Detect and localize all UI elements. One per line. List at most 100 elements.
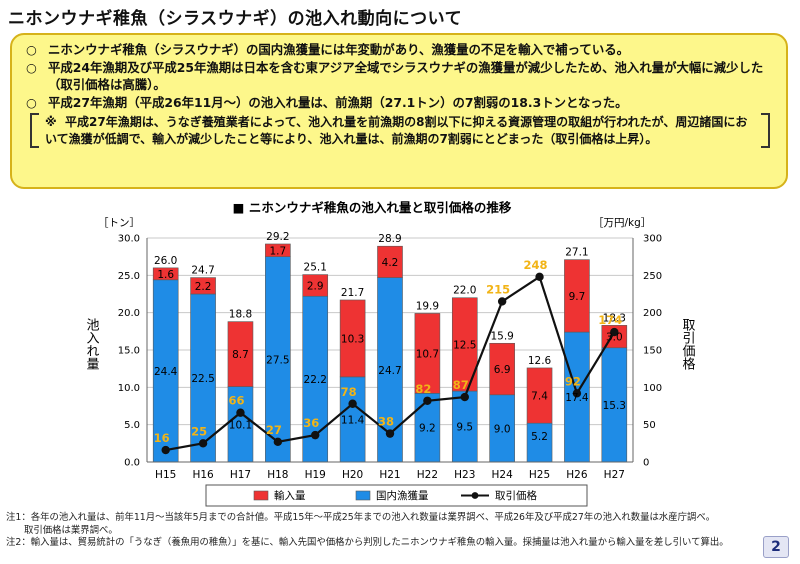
- price-label: 248: [524, 258, 548, 272]
- bracket-right-icon: [761, 113, 770, 148]
- right-tick-label: 200: [643, 308, 662, 319]
- total-label: 28.9: [378, 233, 401, 245]
- right-tick-label: 300: [643, 234, 662, 245]
- bar-import: [489, 342, 515, 396]
- bar-import: [265, 243, 291, 257]
- price-label: 82: [415, 382, 431, 396]
- circle-bullet-icon: ○: [26, 59, 37, 75]
- left-tick-label: 25.0: [118, 271, 140, 282]
- total-label: 27.1: [565, 247, 588, 259]
- price-point: [497, 297, 507, 306]
- import-label: 7.4: [531, 391, 548, 403]
- domestic-label: 9.0: [494, 423, 511, 435]
- summary-bullet: ○ 平成24年漁期及び平成25年漁期は日本を含む東アジア全域でシラスウナギの漁獲…: [26, 59, 774, 94]
- domestic-label: 11.4: [341, 414, 365, 426]
- bar-import: [190, 277, 216, 295]
- domestic-label: 15.3: [603, 400, 626, 412]
- price-point: [423, 396, 432, 405]
- summary-bullet: ○ ニホンウナギ稚魚（シラスウナギ）の国内漁獲量には年変動があり、漁獲量の不足を…: [26, 41, 774, 59]
- import-label: 8.7: [232, 349, 249, 361]
- bar-import: [302, 274, 329, 297]
- import-label: 6.9: [494, 364, 511, 376]
- footnote: 注2：輸入量は、貿易統計の「うなぎ（養魚用の稚魚）」を基に、輸入先国や価格から判…: [6, 537, 729, 549]
- x-tick-label: H19: [305, 469, 326, 481]
- right-axis-unit: ［万円/kg］: [593, 217, 651, 229]
- x-tick-label: H26: [566, 469, 588, 481]
- import-label: 10.3: [341, 333, 364, 345]
- price-label: 66: [228, 394, 244, 408]
- x-tick-label: H22: [417, 469, 438, 481]
- summary-bullet-text: 平成24年漁期及び平成25年漁期は日本を含む東アジア全域でシラスウナギの漁獲量が…: [48, 59, 764, 93]
- price-label: 87: [453, 378, 469, 392]
- legend-swatch-domestic: [355, 490, 371, 501]
- bar-domestic: [265, 256, 291, 463]
- domestic-label: 24.7: [378, 365, 401, 377]
- left-axis-unit: ［トン］: [98, 217, 140, 229]
- bar-import: [526, 367, 553, 424]
- right-tick-label: 150: [643, 346, 662, 357]
- domestic-label: 5.2: [531, 431, 548, 443]
- x-tick-label: H16: [192, 469, 214, 481]
- domestic-label: 17.4: [565, 392, 589, 404]
- page-number: 2: [763, 536, 789, 558]
- total-label: 19.9: [416, 300, 439, 312]
- import-label: 1.7: [269, 245, 286, 257]
- domestic-label: 24.4: [154, 366, 178, 378]
- bar-import: [152, 267, 179, 281]
- domestic-label: 9.5: [456, 422, 473, 434]
- right-tick-label: 100: [643, 383, 662, 394]
- note-body: 平成27年漁期は、うなぎ養殖業者によって、池入れ量を前漁期の8割以下に抑える資源…: [45, 115, 748, 146]
- left-tick-label: 5.0: [124, 420, 140, 431]
- x-tick-label: H23: [454, 469, 475, 481]
- bar-domestic: [227, 386, 254, 463]
- import-label: 10.7: [416, 348, 439, 360]
- total-label: 24.7: [191, 265, 214, 277]
- summary-bullet-text: ニホンウナギ稚魚（シラスウナギ）の国内漁獲量には年変動があり、漁獲量の不足を輸入…: [48, 42, 629, 57]
- left-tick-label: 30.0: [118, 234, 140, 245]
- bar-domestic: [601, 347, 628, 463]
- domestic-label: 22.2: [304, 374, 327, 386]
- total-label: 12.6: [528, 355, 552, 367]
- price-point: [572, 389, 582, 398]
- x-tick-label: H27: [604, 469, 625, 481]
- price-point: [385, 429, 395, 438]
- domestic-label: 22.5: [191, 373, 214, 385]
- price-label: 16: [154, 431, 170, 445]
- import-label: 3.0: [606, 332, 623, 344]
- x-tick-label: H20: [342, 469, 363, 481]
- price-label: 36: [303, 416, 319, 430]
- price-point: [236, 408, 245, 417]
- total-label: 29.2: [266, 231, 289, 243]
- left-tick-label: 0.0: [124, 458, 140, 469]
- import-label: 9.7: [569, 291, 586, 303]
- bracket-left-icon: [30, 113, 39, 148]
- price-point: [273, 437, 283, 447]
- bar-import: [377, 245, 403, 278]
- price-point: [535, 272, 544, 282]
- price-label: 174: [598, 313, 622, 327]
- bar-import: [339, 299, 366, 378]
- summary-bullet: ○ 平成27年漁期（平成26年11月～）の池入れ量は、前漁期（27.1トン）の7…: [26, 94, 774, 112]
- bar-domestic: [190, 293, 216, 463]
- left-axis-label: 池入れ量: [84, 318, 100, 370]
- bar-import: [414, 313, 441, 394]
- total-label: 26.0: [154, 255, 177, 267]
- price-point: [348, 399, 357, 408]
- price-label: 27: [266, 423, 282, 437]
- x-tick-label: H21: [379, 469, 400, 481]
- legend-label: 輸入量: [274, 489, 306, 502]
- price-label: 92: [565, 374, 581, 388]
- import-label: 4.2: [382, 257, 399, 269]
- price-point: [460, 392, 469, 402]
- legend-label: 取引価格: [495, 489, 537, 502]
- price-point: [311, 430, 320, 440]
- price-label: 38: [378, 415, 394, 429]
- circle-bullet-icon: ○: [26, 94, 37, 110]
- x-tick-label: H25: [529, 469, 550, 481]
- right-axis-label: 取引価格: [680, 318, 696, 370]
- total-label: 15.9: [490, 330, 513, 342]
- domestic-label: 10.1: [229, 419, 252, 431]
- bar-import: [227, 321, 254, 387]
- total-label: 18.3: [603, 312, 626, 324]
- circle-bullet-icon: ○: [26, 42, 37, 57]
